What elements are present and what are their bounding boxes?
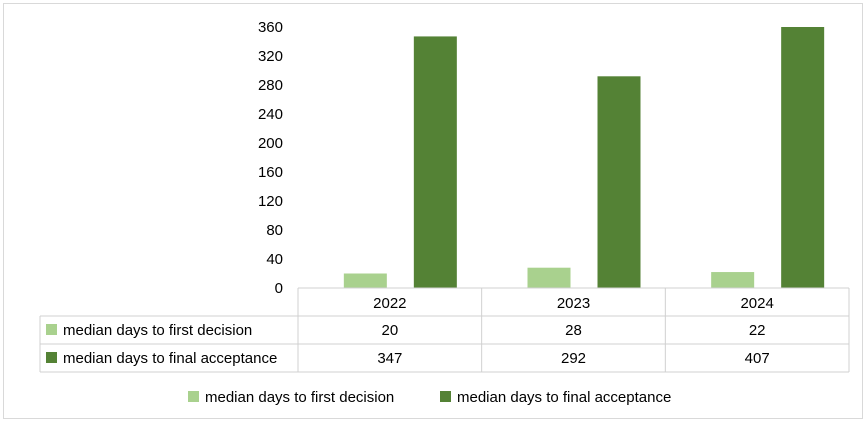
y-tick-label: 80: [266, 222, 283, 239]
y-tick-label: 240: [258, 106, 283, 123]
chart-frame: 0 40 80 120 160 200 240 280 320 360 2022 2023 2024 m…: [3, 3, 863, 419]
bars-group: [343, 27, 825, 288]
y-axis: 0 40 80 120 160 200 240 280 320 360: [258, 19, 283, 297]
legend-swatch: [440, 391, 451, 402]
bar-2022-series-1: [343, 273, 387, 288]
table-legend-key: [46, 324, 57, 335]
table-row-label: median days to final acceptance: [63, 350, 277, 367]
y-tick-label: 280: [258, 77, 283, 94]
category-label: 2022: [373, 295, 406, 312]
y-tick-label: 40: [266, 251, 283, 268]
legend: median days to first decision median days…: [188, 389, 671, 406]
bar-2024-series-2: [781, 27, 825, 288]
category-label: 2023: [557, 295, 590, 312]
table-cell-value: 292: [561, 350, 586, 367]
table-cell-value: 22: [749, 322, 766, 339]
y-tick-label: 160: [258, 164, 283, 181]
legend-label: median days to final acceptance: [457, 389, 671, 406]
y-tick-label: 120: [258, 193, 283, 210]
category-label: 2024: [740, 295, 773, 312]
y-tick-label: 0: [275, 280, 283, 297]
y-tick-label: 320: [258, 48, 283, 65]
table-row-label: median days to first decision: [63, 322, 252, 339]
legend-label: median days to first decision: [205, 389, 394, 406]
y-tick-label: 200: [258, 135, 283, 152]
bar-2024-series-1: [711, 272, 755, 288]
bar-2023-series-2: [597, 76, 641, 288]
table-legend-key: [46, 352, 57, 363]
bar-2022-series-2: [413, 36, 457, 288]
y-tick-label: 360: [258, 19, 283, 36]
table-cell-value: 407: [745, 350, 770, 367]
table-cell-value: 20: [381, 322, 398, 339]
bar-2023-series-1: [527, 267, 571, 288]
table-cell-value: 347: [377, 350, 402, 367]
legend-swatch: [188, 391, 199, 402]
table-cell-value: 28: [565, 322, 582, 339]
